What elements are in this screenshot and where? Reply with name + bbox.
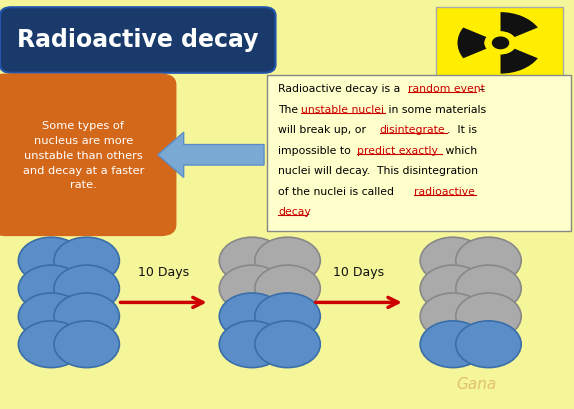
Circle shape: [219, 321, 285, 368]
Text: unstable nuclei: unstable nuclei: [301, 104, 384, 114]
Text: radioactive: radioactive: [414, 186, 475, 196]
Text: disintegrate: disintegrate: [380, 125, 445, 135]
Circle shape: [456, 265, 521, 312]
FancyBboxPatch shape: [267, 76, 571, 231]
Text: of the nuclei is called: of the nuclei is called: [278, 186, 398, 196]
Wedge shape: [484, 32, 517, 55]
Circle shape: [54, 265, 119, 312]
Circle shape: [18, 265, 84, 312]
Circle shape: [54, 293, 119, 340]
Circle shape: [219, 293, 285, 340]
Circle shape: [54, 238, 119, 284]
Text: nuclei will decay.  This disintegration: nuclei will decay. This disintegration: [278, 166, 478, 175]
Circle shape: [219, 238, 285, 284]
Text: impossible to: impossible to: [278, 145, 355, 155]
Polygon shape: [158, 133, 264, 178]
Wedge shape: [457, 29, 487, 59]
Text: will break up, or: will break up, or: [278, 125, 370, 135]
Text: Radioactive decay is a: Radioactive decay is a: [278, 84, 404, 94]
Circle shape: [18, 238, 84, 284]
Text: random event: random event: [408, 84, 485, 94]
FancyBboxPatch shape: [0, 76, 175, 235]
Circle shape: [18, 293, 84, 340]
Circle shape: [219, 265, 285, 312]
Circle shape: [456, 238, 521, 284]
Circle shape: [420, 265, 486, 312]
Text: 10 Days: 10 Days: [138, 265, 189, 279]
Text: in some materials: in some materials: [385, 104, 487, 114]
Circle shape: [255, 238, 320, 284]
Text: Gana: Gana: [456, 375, 497, 391]
Text: –: –: [475, 84, 484, 94]
Circle shape: [54, 321, 119, 368]
Text: predict exactly: predict exactly: [357, 145, 438, 155]
Text: which: which: [442, 145, 477, 155]
Circle shape: [255, 321, 320, 368]
Wedge shape: [501, 13, 538, 38]
Circle shape: [420, 238, 486, 284]
Text: Radioactive decay: Radioactive decay: [17, 28, 258, 52]
Text: .: .: [307, 207, 310, 216]
Circle shape: [255, 293, 320, 340]
Text: Some types of
nucleus are more
unstable than others
and decay at a faster
rate.: Some types of nucleus are more unstable …: [22, 121, 144, 190]
Circle shape: [456, 321, 521, 368]
FancyBboxPatch shape: [436, 8, 563, 82]
Text: 10 Days: 10 Days: [333, 265, 385, 279]
Circle shape: [492, 38, 509, 49]
Text: .  It is: . It is: [447, 125, 478, 135]
Wedge shape: [501, 49, 538, 74]
Circle shape: [255, 265, 320, 312]
Circle shape: [420, 321, 486, 368]
Text: decay: decay: [278, 207, 311, 216]
Circle shape: [456, 293, 521, 340]
FancyBboxPatch shape: [0, 8, 276, 74]
Circle shape: [420, 293, 486, 340]
Circle shape: [18, 321, 84, 368]
Text: The: The: [278, 104, 302, 114]
